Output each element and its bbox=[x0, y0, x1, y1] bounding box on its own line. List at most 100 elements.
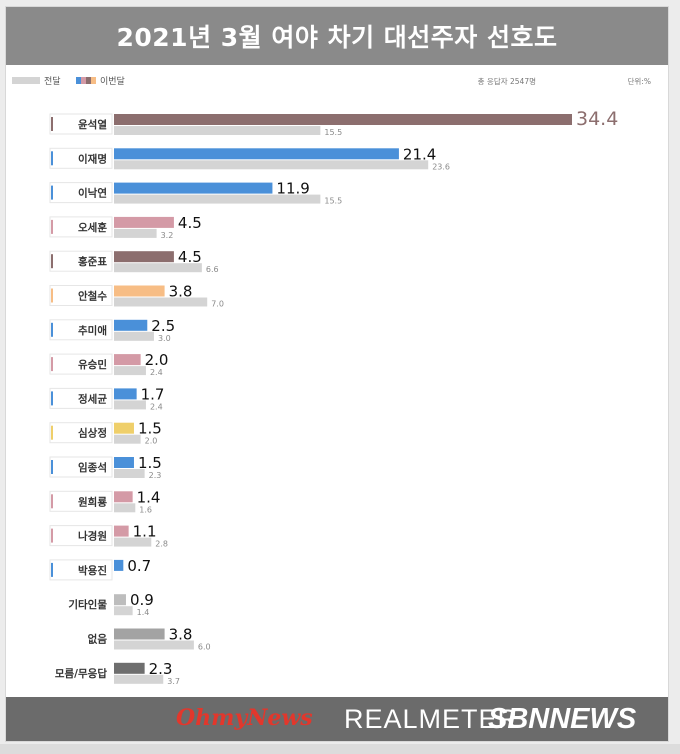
current-value-label: 2.5 bbox=[151, 317, 175, 335]
previous-value-label: 2.4 bbox=[150, 402, 163, 411]
current-value-label: 4.5 bbox=[178, 214, 202, 232]
category-label-box bbox=[49, 216, 113, 238]
category-label-box bbox=[49, 319, 113, 341]
current-value-label: 11.9 bbox=[276, 180, 309, 198]
category-label-box bbox=[49, 422, 113, 444]
realmeter-logo: REALMETER bbox=[344, 704, 519, 734]
previous-value-label: 15.5 bbox=[324, 128, 342, 137]
category-label: 안철수 bbox=[78, 290, 107, 303]
previous-value-label: 1.4 bbox=[137, 608, 150, 617]
previous-value-label: 1.6 bbox=[139, 505, 152, 514]
current-value-label: 3.8 bbox=[169, 283, 193, 301]
category-marker bbox=[51, 391, 53, 406]
bar-row: 정세균 1.72.4 bbox=[49, 385, 164, 411]
current-value-label: 34.4 bbox=[576, 108, 618, 130]
current-bar bbox=[114, 559, 124, 571]
bar-row: 박용진 0.7 bbox=[49, 557, 151, 581]
current-value-label: 0.9 bbox=[130, 591, 154, 609]
category-marker bbox=[51, 151, 53, 166]
previous-bar bbox=[114, 537, 152, 547]
previous-value-label: 2.4 bbox=[150, 368, 163, 377]
legend-curr-swatch-pink bbox=[81, 77, 86, 84]
current-bar bbox=[114, 457, 134, 468]
bar-row: 유승민 2.02.4 bbox=[49, 351, 168, 377]
current-bar bbox=[114, 182, 273, 194]
legend-prev-label: 전달 bbox=[44, 75, 61, 87]
category-label-box bbox=[49, 559, 113, 581]
legend-curr-swatch-blue bbox=[76, 77, 81, 84]
category-marker bbox=[51, 185, 53, 200]
sbnnews-logo: SBNNEWS bbox=[488, 703, 637, 735]
bar-row: 안철수 3.8 7.0 bbox=[49, 283, 224, 309]
bar-row: 없음 3.8 6.0 bbox=[88, 626, 211, 652]
bar-row: 오세훈 4.5 3.2 bbox=[49, 214, 202, 240]
category-marker bbox=[51, 219, 53, 234]
category-label-box bbox=[49, 250, 113, 272]
bar-row: 홍준표 4.5 6.6 bbox=[49, 248, 219, 274]
bar-row: 모름/무응답 2.33.7 bbox=[55, 660, 180, 686]
current-value-label: 1.1 bbox=[133, 523, 157, 541]
category-label: 홍준표 bbox=[78, 255, 107, 268]
category-marker bbox=[51, 288, 53, 303]
bar-row: 기타인물 0.91.4 bbox=[68, 591, 153, 617]
previous-bar bbox=[114, 434, 141, 444]
bar-row: 윤석열 34.4 15.5 bbox=[49, 108, 618, 137]
current-bar bbox=[114, 216, 174, 228]
previous-bar bbox=[114, 366, 146, 376]
bar-row: 나경원 1.12.8 bbox=[49, 523, 168, 549]
previous-bar bbox=[114, 331, 154, 341]
bar-chart: 전달 이번달 총 응답자 2547명 단위:% 윤석열 34.4 15.5 이재명 21… bbox=[12, 75, 651, 686]
previous-value-label: 7.0 bbox=[211, 300, 224, 309]
previous-value-label: 2.0 bbox=[145, 437, 158, 446]
category-label-box bbox=[49, 147, 113, 169]
current-value-label: 3.8 bbox=[169, 626, 193, 644]
category-label: 이재명 bbox=[78, 152, 107, 165]
category-label-box bbox=[49, 182, 113, 204]
category-label: 나경원 bbox=[78, 530, 107, 543]
category-label: 추미애 bbox=[78, 324, 107, 337]
current-bar bbox=[114, 285, 165, 297]
previous-value-label: 3.7 bbox=[167, 677, 180, 686]
category-label: 윤석열 bbox=[78, 118, 107, 131]
category-label: 정세균 bbox=[78, 392, 107, 405]
previous-bar bbox=[114, 674, 164, 684]
current-bar bbox=[114, 354, 141, 366]
bar-row: 심상정 1.52.0 bbox=[49, 420, 162, 446]
previous-bar bbox=[114, 194, 321, 204]
current-value-label: 2.3 bbox=[149, 660, 173, 678]
previous-bar bbox=[114, 469, 145, 478]
category-marker bbox=[51, 494, 53, 509]
previous-value-label: 6.6 bbox=[206, 265, 219, 274]
previous-bar bbox=[114, 126, 321, 135]
previous-bar bbox=[114, 606, 133, 616]
previous-value-label: 3.0 bbox=[158, 334, 171, 343]
category-label: 원희룡 bbox=[78, 495, 107, 508]
previous-bar bbox=[114, 400, 146, 410]
category-label-box bbox=[49, 113, 113, 135]
category-label-box bbox=[49, 353, 113, 375]
category-marker bbox=[51, 254, 53, 269]
unit-note: 단위:% bbox=[628, 76, 651, 86]
current-value-label: 21.4 bbox=[403, 145, 436, 163]
chart-title: 2021년 3월 여야 차기 대선주자 선호도 bbox=[116, 23, 558, 52]
previous-bar bbox=[114, 640, 194, 650]
current-bar bbox=[114, 148, 399, 160]
category-marker bbox=[51, 528, 53, 543]
previous-bar bbox=[114, 503, 136, 513]
chart-card: 2021년 3월 여야 차기 대선주자 선호도 전달 이번달 총 응답자 254… bbox=[5, 6, 669, 742]
title-bar: 2021년 3월 여야 차기 대선주자 선호도 bbox=[6, 7, 668, 65]
legend-prev-swatch bbox=[12, 77, 40, 84]
legend-curr-swatch-orange bbox=[91, 77, 96, 84]
current-bar bbox=[114, 251, 174, 263]
footer-bar: OhmyNews REALMETER SBNNEWS bbox=[6, 697, 668, 741]
category-label: 모름/무응답 bbox=[55, 668, 107, 680]
category-label-box bbox=[49, 525, 113, 547]
bar-row: 추미애 2.53.0 bbox=[49, 317, 175, 343]
previous-value-label: 3.2 bbox=[161, 231, 174, 240]
current-bar bbox=[114, 628, 165, 640]
category-marker bbox=[51, 322, 53, 337]
category-label-box bbox=[49, 387, 113, 409]
category-label: 오세훈 bbox=[78, 221, 107, 234]
category-label-box bbox=[49, 490, 113, 512]
page-bottom-strip bbox=[0, 744, 680, 754]
